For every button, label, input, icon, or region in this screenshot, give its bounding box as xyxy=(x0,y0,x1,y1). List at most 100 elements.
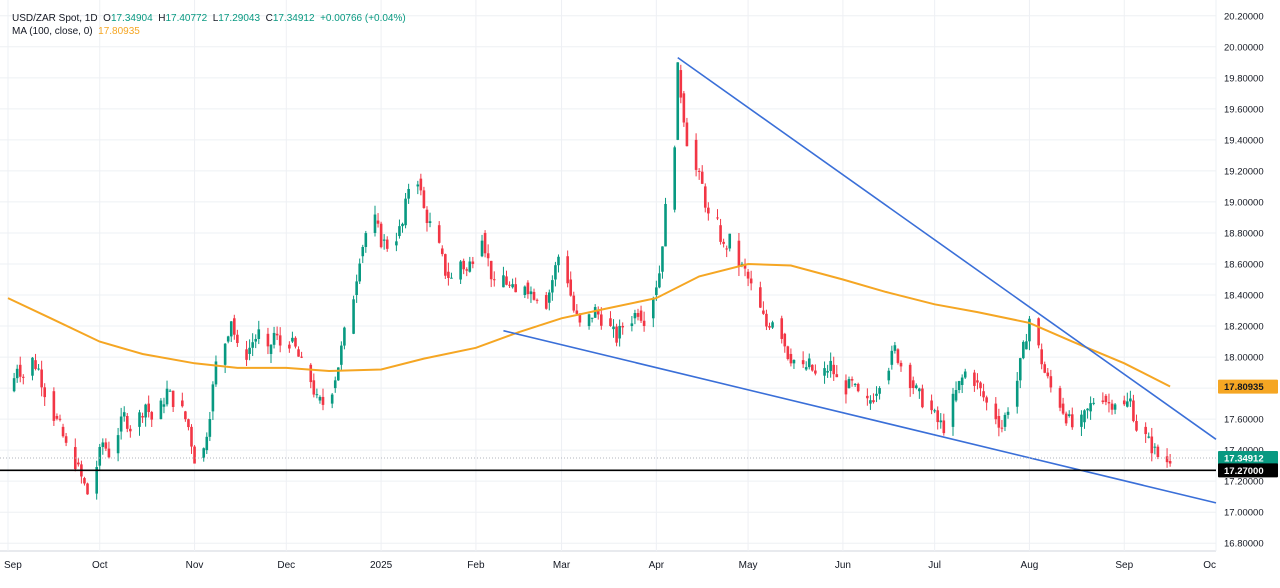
candle-body xyxy=(248,347,251,354)
candle-body xyxy=(202,448,206,458)
candle-body xyxy=(960,377,964,385)
candle-body xyxy=(444,254,447,276)
candle-body xyxy=(373,214,377,233)
candle-body xyxy=(551,280,554,293)
candle-body xyxy=(340,345,343,365)
candle-body xyxy=(37,368,40,370)
candle-body xyxy=(664,203,667,247)
candle-body xyxy=(566,256,569,284)
candle-body xyxy=(789,353,793,364)
candle-body xyxy=(596,310,600,315)
x-tick-label: Dec xyxy=(277,560,295,571)
candle-body xyxy=(982,391,985,398)
x-tick-label: Apr xyxy=(649,560,665,571)
candle-body xyxy=(792,360,796,364)
last-price-tag xyxy=(1218,451,1278,466)
candle-body xyxy=(1003,414,1007,427)
candle-body xyxy=(973,372,976,386)
candle-body xyxy=(379,223,383,248)
candle-body xyxy=(31,357,34,376)
candle-body xyxy=(300,356,303,358)
x-tick-label: Oc xyxy=(1203,560,1216,571)
candle-body xyxy=(489,260,493,280)
candle-body xyxy=(184,411,187,420)
candle-body xyxy=(190,426,193,447)
candle-body xyxy=(532,291,536,300)
candle-body xyxy=(398,226,401,237)
candle-body xyxy=(954,390,958,401)
candle-body xyxy=(1018,358,1022,381)
change-value: +0.00766 (+0.04%) xyxy=(320,13,406,24)
candle-body xyxy=(823,368,826,376)
candle-body xyxy=(58,418,62,420)
candle-body xyxy=(976,380,979,383)
y-tick-label: 18.80000 xyxy=(1224,228,1264,239)
candle-body xyxy=(483,232,487,254)
support-line xyxy=(0,457,1216,472)
y-tick-label: 17.20000 xyxy=(1224,477,1264,488)
candle-body xyxy=(719,225,722,242)
candle-body xyxy=(1064,413,1068,424)
x-tick-label: Sep xyxy=(1115,560,1133,571)
candle-body xyxy=(1144,426,1147,435)
candle-body xyxy=(382,239,386,241)
ma-value: 17.80935 xyxy=(98,26,140,37)
candle-body xyxy=(951,393,955,427)
y-tick-label: 18.40000 xyxy=(1224,291,1264,302)
candle-body xyxy=(703,186,707,208)
candle-body xyxy=(1165,456,1169,463)
candle-body xyxy=(514,284,517,293)
candle-body xyxy=(1126,401,1129,407)
candle-body xyxy=(749,278,753,284)
candle-body xyxy=(572,295,576,311)
candle-body xyxy=(853,383,857,385)
candle-body xyxy=(682,93,686,123)
candle-body xyxy=(835,374,839,378)
candle-body xyxy=(743,263,747,269)
candle-body xyxy=(642,320,646,326)
candle-body xyxy=(211,384,215,412)
candle-body xyxy=(700,171,704,184)
x-tick-label: Jun xyxy=(835,560,851,571)
open-label: O xyxy=(103,13,111,24)
candle-body xyxy=(101,442,105,447)
candle-body xyxy=(214,361,218,385)
candle-body xyxy=(847,379,851,389)
candle-body xyxy=(162,404,166,407)
candle-body xyxy=(896,349,900,363)
candle-body xyxy=(122,412,126,417)
candle-body xyxy=(942,420,946,434)
candle-body xyxy=(251,342,254,348)
candle-body xyxy=(272,332,276,345)
candle-body xyxy=(590,317,594,319)
candle-body xyxy=(422,190,426,208)
candle-body xyxy=(866,395,869,399)
candle-body xyxy=(893,345,897,351)
candle-body xyxy=(804,367,808,370)
candle-body xyxy=(759,287,762,308)
y-tick-label: 18.60000 xyxy=(1224,259,1264,270)
candle-body xyxy=(768,326,771,328)
candle-body xyxy=(165,388,169,405)
candle-body xyxy=(786,346,790,359)
candle-body xyxy=(459,261,462,280)
candle-body xyxy=(658,273,661,288)
candle-body xyxy=(707,207,710,214)
candle-body xyxy=(1129,398,1132,402)
candle-body xyxy=(979,382,982,389)
candle-body xyxy=(807,358,811,368)
candle-body xyxy=(440,248,444,255)
candle-body xyxy=(1135,421,1138,431)
candle-body xyxy=(1000,427,1004,429)
candle-body xyxy=(673,147,676,210)
candle-body xyxy=(119,416,123,432)
x-tick-label: Sep xyxy=(4,560,22,571)
candle-body xyxy=(985,397,988,403)
candle-body xyxy=(40,369,43,388)
candle-body xyxy=(963,371,967,378)
candle-body xyxy=(95,467,98,494)
candle-body xyxy=(254,338,258,342)
symbol-label: USD/ZAR Spot, 1D xyxy=(12,13,98,24)
candle-body xyxy=(783,333,787,347)
candle-body xyxy=(450,277,453,279)
